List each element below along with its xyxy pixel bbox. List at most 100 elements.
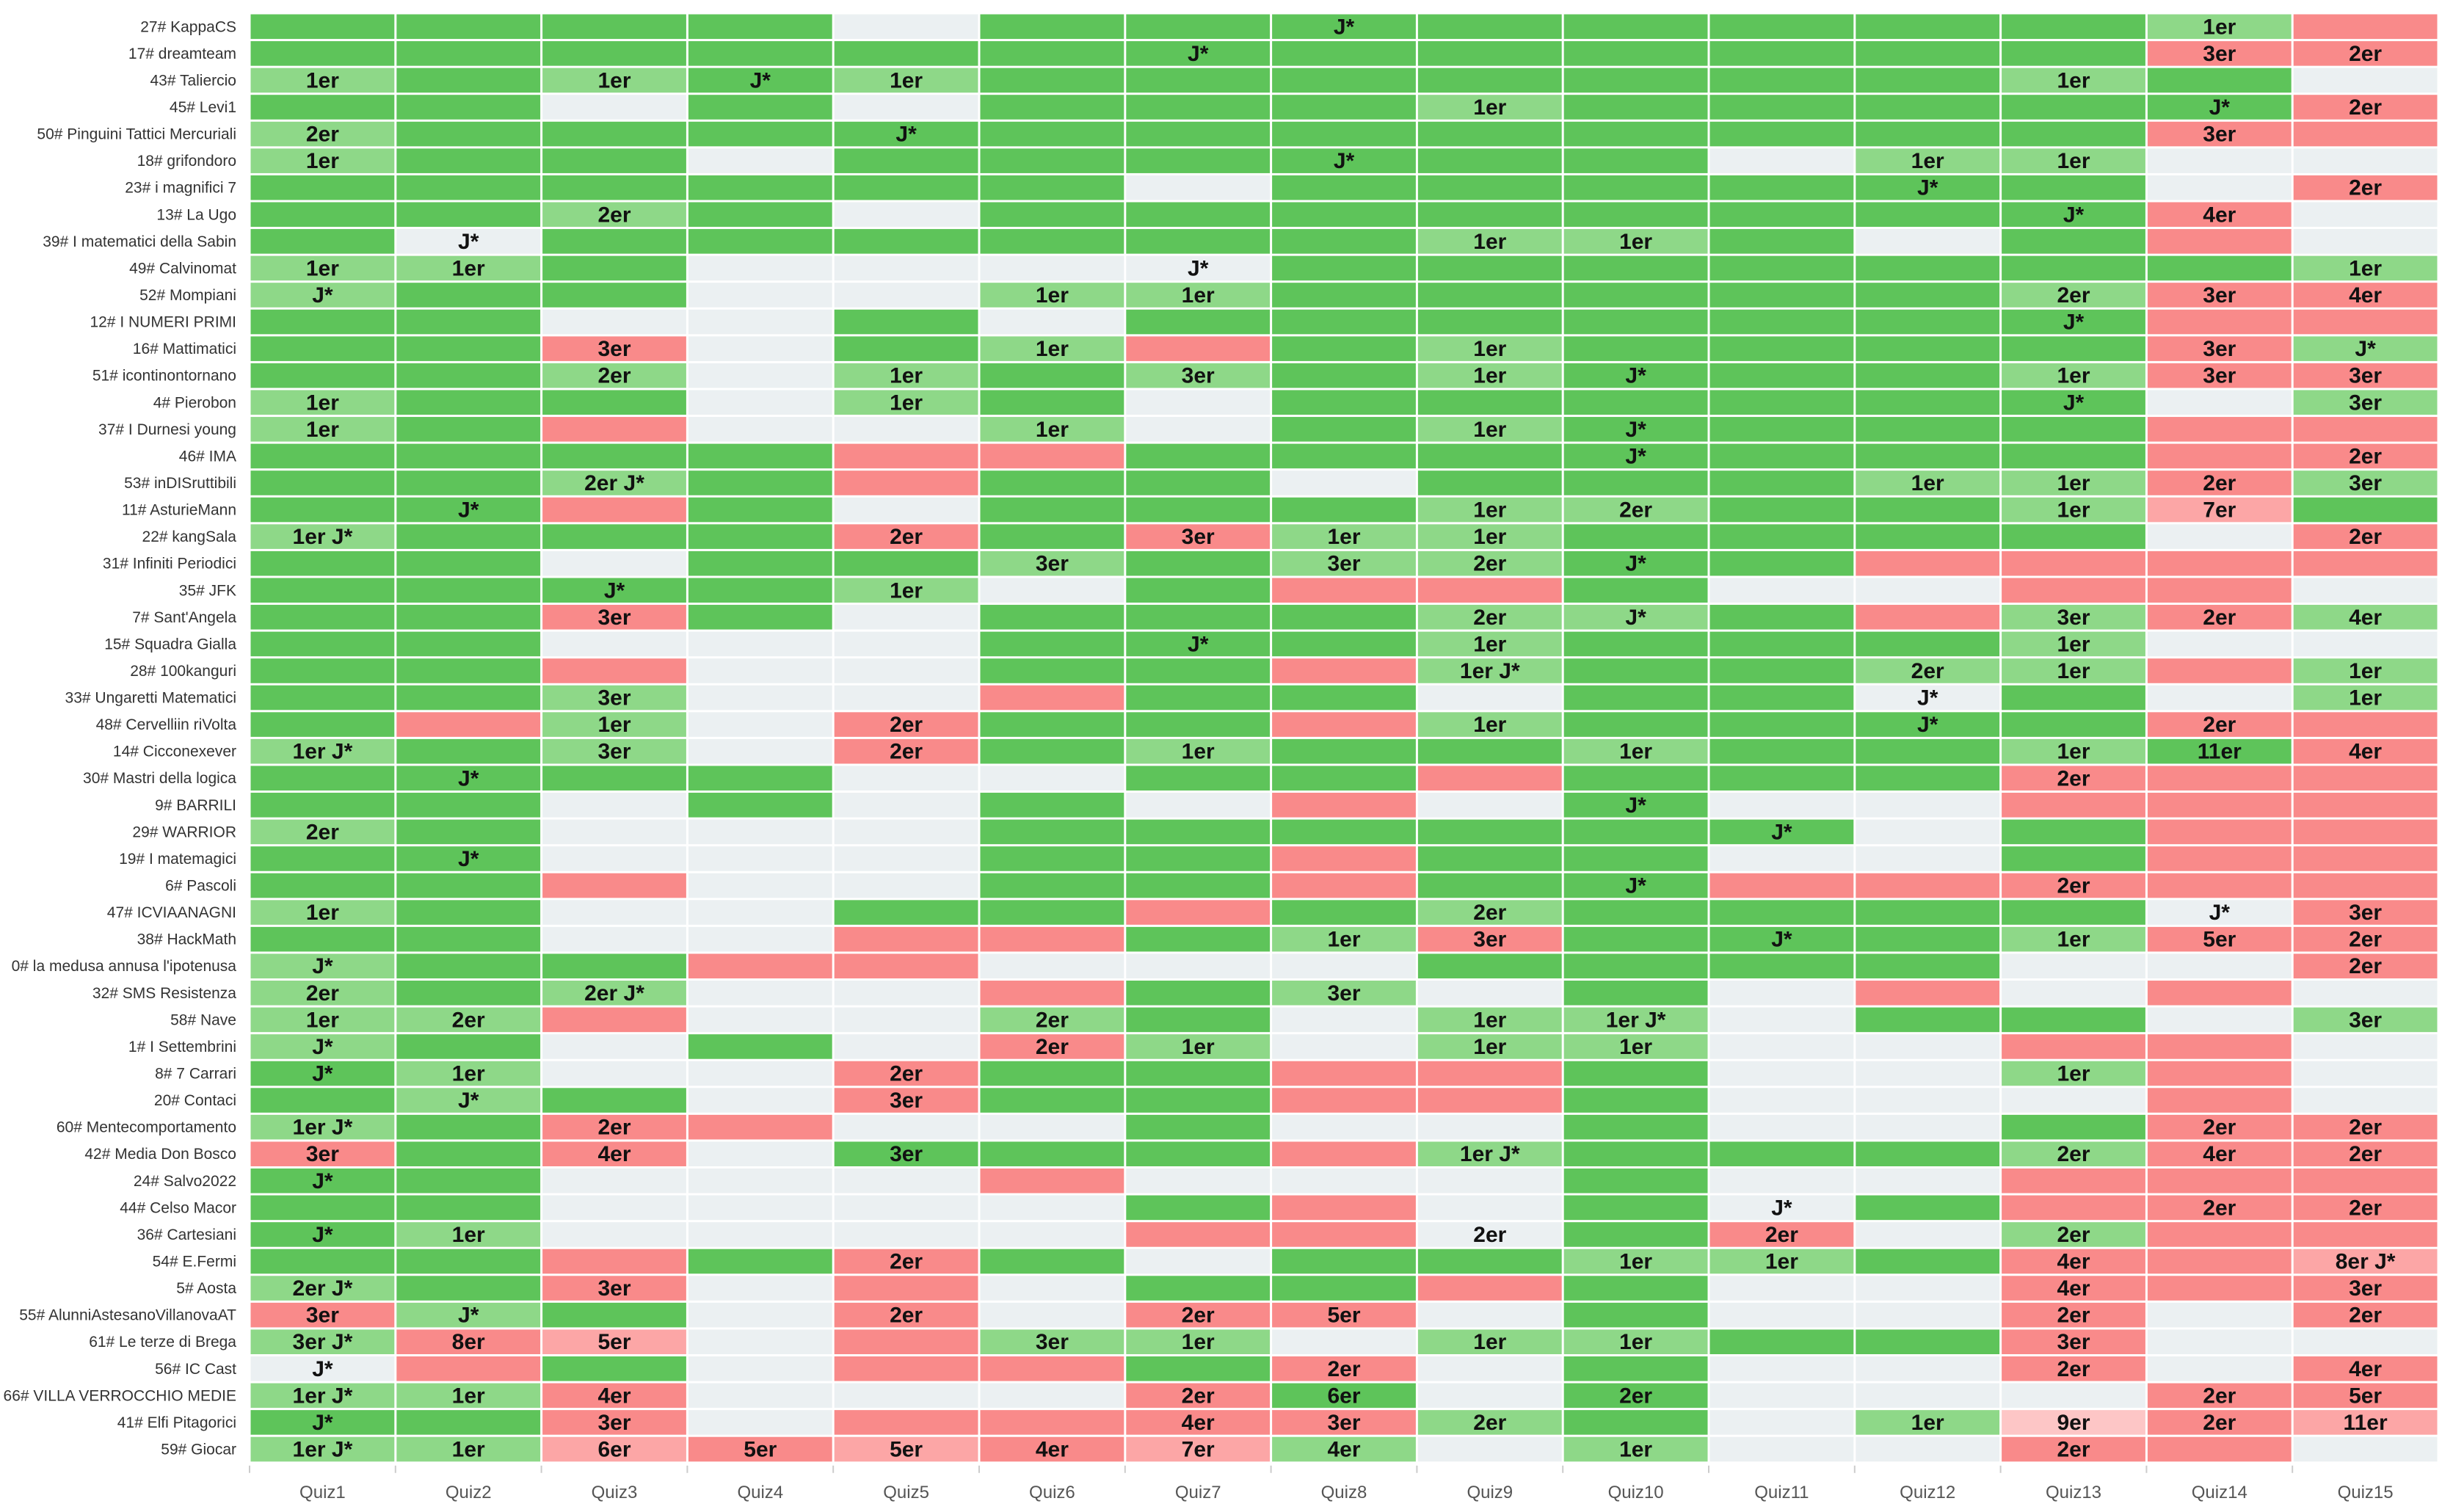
cell-label: 2er: [2349, 1142, 2382, 1166]
heatmap-cell: [396, 202, 541, 228]
cell-label: 2er: [306, 123, 339, 147]
cell-label: 3er: [2203, 123, 2236, 147]
heatmap-cell: [688, 68, 832, 93]
heatmap-cell: [980, 819, 1124, 845]
heatmap-cell: [834, 202, 978, 228]
heatmap-cell: [1856, 417, 2000, 442]
heatmap-cell: [396, 846, 541, 871]
heatmap-cell: [1417, 1410, 1562, 1435]
heatmap-cell: [2002, 1410, 2145, 1435]
heatmap-cell: [2293, 95, 2438, 120]
row-label: 50# Pinguini Tattici Mercuriali: [37, 126, 236, 143]
cell-label: 1er: [1473, 95, 1506, 120]
heatmap-cell: [542, 175, 686, 200]
heatmap-cell: [1856, 578, 2000, 603]
heatmap-cell: [250, 685, 395, 710]
heatmap-cell: [1417, 766, 1562, 791]
heatmap-cell: [2147, 1383, 2292, 1409]
cell-label: 2er: [2349, 42, 2382, 66]
heatmap-cell: [688, 981, 832, 1006]
heatmap-cell: [2147, 1061, 2292, 1086]
heatmap-cell: [250, 1383, 395, 1409]
heatmap-cell: [980, 363, 1124, 388]
heatmap-cell: [1126, 873, 1271, 898]
heatmap-cell: [2293, 819, 2438, 845]
row-label: 28# 100kanguri: [130, 663, 236, 680]
heatmap-cell: [2147, 95, 2292, 120]
heatmap-cell: [1272, 1168, 1416, 1193]
heatmap-cell: [1126, 497, 1271, 523]
heatmap-cell: [396, 121, 541, 147]
cell-label: 1er J*: [1606, 1008, 1666, 1032]
heatmap-cell: [1272, 900, 1416, 925]
heatmap-cell: [1563, 846, 1708, 871]
heatmap-cell: [1563, 95, 1708, 120]
heatmap-cell: [980, 1356, 1124, 1381]
cell-label: 8er J*: [2336, 1250, 2396, 1274]
cell-label: 2er: [1765, 1223, 1798, 1247]
cell-label: 2er: [890, 1062, 923, 1086]
cell-label: 1er: [452, 1223, 485, 1247]
heatmap-cell: [2002, 390, 2145, 415]
heatmap-cell: [2147, 1088, 2292, 1113]
cell-label: J*: [2063, 390, 2085, 415]
heatmap-cell: [2147, 1249, 2292, 1274]
heatmap-cell: [2002, 1114, 2145, 1140]
heatmap-cell: [250, 417, 395, 442]
heatmap-cell: [1709, 363, 1854, 388]
cell-label: 3er: [306, 1304, 339, 1328]
heatmap-cell: [1709, 766, 1854, 791]
heatmap-cell: [542, 846, 686, 871]
heatmap-cell: [834, 1329, 978, 1354]
heatmap-cell: [1417, 819, 1562, 845]
heatmap-cell: [1856, 712, 2000, 737]
heatmap-cell: [834, 41, 978, 66]
cell-label: 1er: [890, 68, 923, 92]
cell-label: J*: [1625, 793, 1646, 818]
cell-label: 1er: [597, 68, 631, 92]
heatmap-cell: [2293, 255, 2438, 281]
heatmap-cell: [1563, 41, 1708, 66]
cell-label: 1er: [2057, 68, 2090, 92]
heatmap-cell: [1709, 900, 1854, 925]
cell-label: 1er: [1036, 283, 1069, 308]
heatmap-cell: [1563, 1383, 1708, 1409]
heatmap-cell: [250, 309, 395, 335]
heatmap-cell: [834, 605, 978, 630]
heatmap-cell: [834, 175, 978, 200]
heatmap-cell: [1126, 900, 1271, 925]
row-label: 13# La Ugo: [156, 206, 236, 223]
heatmap-cell: [688, 873, 832, 898]
heatmap-cell: [2002, 550, 2145, 576]
heatmap-cell: [542, 1356, 686, 1381]
heatmap-cell: [2002, 631, 2145, 657]
heatmap-cell: [1563, 390, 1708, 415]
row-label: 11# AsturieMann: [122, 502, 236, 519]
cell-label: 4er: [2203, 203, 2236, 227]
cell-label: 5er: [2349, 1384, 2382, 1408]
heatmap-cell: [2002, 336, 2145, 361]
heatmap-cell: [2002, 1222, 2145, 1247]
cell-label: 2er: [597, 203, 631, 227]
heatmap-cell: [1563, 68, 1708, 93]
heatmap-cell: [1563, 550, 1708, 576]
cell-label: 1er: [306, 256, 339, 280]
cell-label: 3er: [1182, 525, 1215, 549]
cell-label: 1er: [306, 418, 339, 442]
row-label: 49# Calvinomat: [129, 260, 236, 277]
heatmap-cell: [980, 953, 1124, 979]
heatmap-cell: [396, 1168, 541, 1193]
heatmap-cell: [2293, 148, 2438, 173]
heatmap-cell: [2002, 148, 2145, 173]
heatmap-cell: [1709, 738, 1854, 764]
heatmap-cell: [2293, 1302, 2438, 1328]
heatmap-cell: [1709, 255, 1854, 281]
heatmap-cell: [2293, 605, 2438, 630]
cell-label: 2er: [2349, 928, 2382, 952]
heatmap-cell: [1709, 578, 1854, 603]
heatmap-cell: [2293, 766, 2438, 791]
heatmap-cell: [1563, 202, 1708, 228]
heatmap-cell: [688, 685, 832, 710]
cell-label: 9er: [2057, 1411, 2090, 1435]
